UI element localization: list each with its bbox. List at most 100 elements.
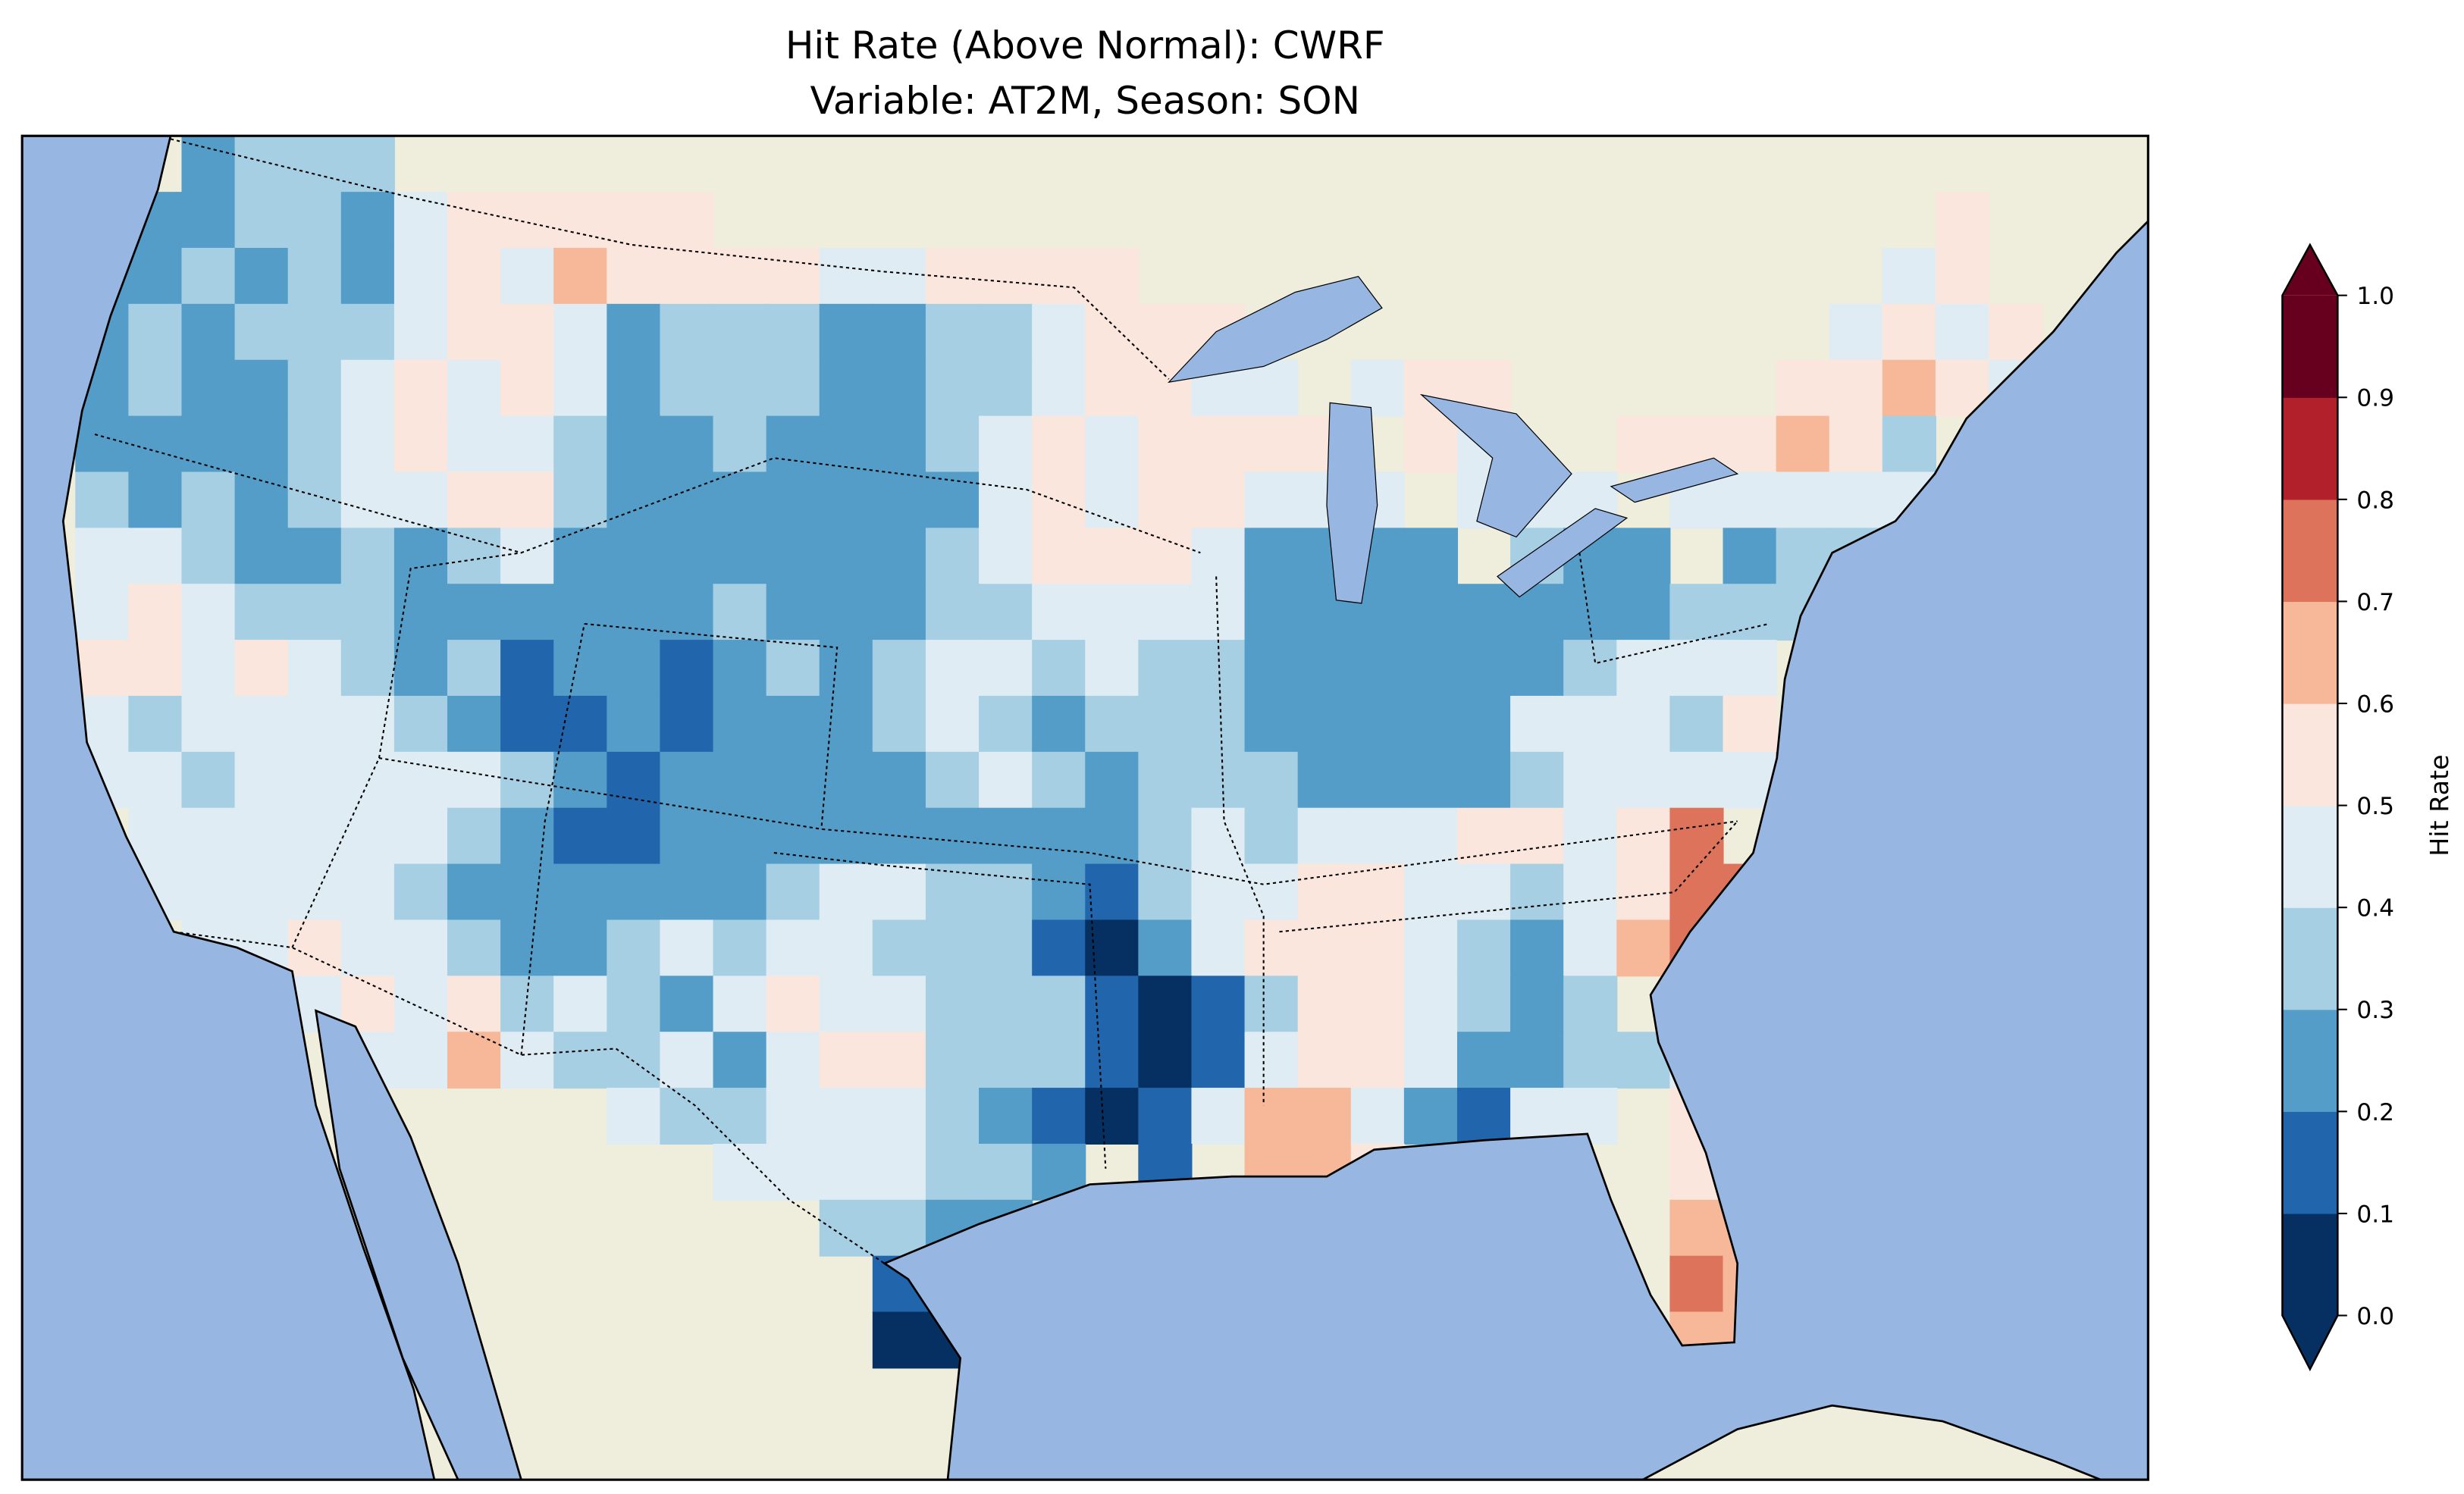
- grid-cell: [447, 192, 502, 249]
- grid-cell: [500, 247, 555, 305]
- grid-cell: [1456, 695, 1512, 753]
- grid-cell: [181, 863, 236, 921]
- grid-cell: [925, 247, 980, 305]
- grid-cell: [1085, 976, 1140, 1033]
- grid-cell: [181, 192, 236, 249]
- grid-cell: [979, 1032, 1033, 1089]
- border-line: [1578, 553, 1770, 665]
- grid-cell: [979, 751, 1033, 809]
- grid-cell: [393, 640, 449, 697]
- grid-cell: [766, 471, 820, 529]
- colorbar-tick-label: 0.7: [2356, 589, 2394, 616]
- grid-cell: [447, 807, 502, 865]
- grid-cell: [1403, 695, 1459, 753]
- grid-cell: [872, 751, 926, 809]
- grid-cell: [1085, 863, 1140, 921]
- grid-cell: [1297, 1032, 1352, 1089]
- grid-cell: [979, 1088, 1033, 1145]
- grid-cell: [766, 247, 820, 305]
- grid-cell: [234, 303, 289, 361]
- grid-cell: [1350, 919, 1405, 977]
- grid-cell: [1032, 359, 1086, 417]
- grid-cell: [1032, 303, 1086, 361]
- gulf-of-california: [314, 1009, 522, 1480]
- grid-cell: [925, 919, 980, 977]
- grid-cell: [1350, 863, 1405, 921]
- grid-cell: [979, 415, 1033, 473]
- grid-cell: [607, 359, 661, 417]
- grid-cell: [607, 303, 661, 361]
- grid-cell: [660, 751, 714, 809]
- grid-cell: [1297, 976, 1352, 1033]
- grid-cell: [128, 751, 183, 809]
- grid-cell: [553, 303, 608, 361]
- grid-cell: [1669, 751, 1724, 809]
- grid-cell: [500, 471, 555, 529]
- grid-cell: [872, 1311, 926, 1369]
- grid-cell: [393, 528, 449, 585]
- grid-cell: [925, 359, 980, 417]
- grid-cell: [1191, 471, 1246, 529]
- grid-cell: [181, 695, 236, 753]
- grid-cell: [713, 528, 767, 585]
- grid-cell: [1403, 584, 1459, 641]
- grid-cell: [340, 863, 395, 921]
- grid-cell: [1350, 640, 1405, 697]
- grid-cell: [1563, 976, 1618, 1033]
- grid-cell: [287, 695, 342, 753]
- grid-cell: [766, 1032, 820, 1089]
- grid-cell: [607, 192, 661, 249]
- grid-cell: [925, 807, 980, 865]
- grid-cell: [447, 863, 502, 921]
- grid-cell: [1244, 863, 1299, 921]
- grid-cell: [234, 136, 289, 193]
- grid-cell: [1244, 1088, 1299, 1145]
- grid-cell: [713, 863, 767, 921]
- grid-cell: [1776, 359, 1830, 417]
- grid-cell: [393, 584, 449, 641]
- grid-cell: [234, 359, 289, 417]
- grid-cell: [1563, 751, 1618, 809]
- chart-title-line2: Variable: AT2M, Season: SON: [810, 79, 1361, 123]
- grid-cell: [607, 415, 661, 473]
- grid-cell: [340, 303, 395, 361]
- grid-cell: [819, 1088, 873, 1145]
- grid-cell: [660, 1032, 714, 1089]
- grid-cell: [872, 415, 926, 473]
- grid-cell: [979, 863, 1033, 921]
- grid-cell: [1032, 471, 1086, 529]
- grid-cell: [819, 303, 873, 361]
- grid-cell: [925, 528, 980, 585]
- colorbar-bin: [2282, 1213, 2338, 1317]
- grid-cell: [128, 303, 183, 361]
- grid-cell: [766, 640, 820, 697]
- grid-cell: [553, 695, 608, 753]
- grid-cell: [1032, 919, 1086, 977]
- grid-cell: [553, 528, 608, 585]
- grid-cell: [766, 976, 820, 1033]
- grid-cell: [1723, 584, 1777, 641]
- grid-cell: [1350, 1088, 1405, 1145]
- grid-cell: [1085, 528, 1140, 585]
- grid-cell: [1723, 695, 1777, 753]
- grid-cell: [979, 640, 1033, 697]
- grid-cell: [500, 528, 555, 585]
- grid-cell: [181, 528, 236, 585]
- grid-cell: [393, 976, 449, 1033]
- grid-cell: [447, 751, 502, 809]
- grid-cell: [1350, 976, 1405, 1033]
- grid-cell: [1669, 584, 1724, 641]
- grid-cell: [500, 415, 555, 473]
- grid-cell: [1085, 1032, 1140, 1089]
- grid-cell: [713, 807, 767, 865]
- chart-title-line1: Hit Rate (Above Normal): CWRF: [785, 23, 1385, 67]
- colorbar-label: Hit Rate: [2425, 754, 2454, 856]
- grid-cell: [1297, 1088, 1352, 1145]
- grid-cell: [181, 751, 236, 809]
- grid-cell: [1829, 359, 1883, 417]
- grid-cell: [447, 1032, 502, 1089]
- grid-cell: [979, 976, 1033, 1033]
- grid-cell: [1563, 919, 1618, 977]
- grid-cell: [1244, 528, 1299, 585]
- grid-cell: [819, 415, 873, 473]
